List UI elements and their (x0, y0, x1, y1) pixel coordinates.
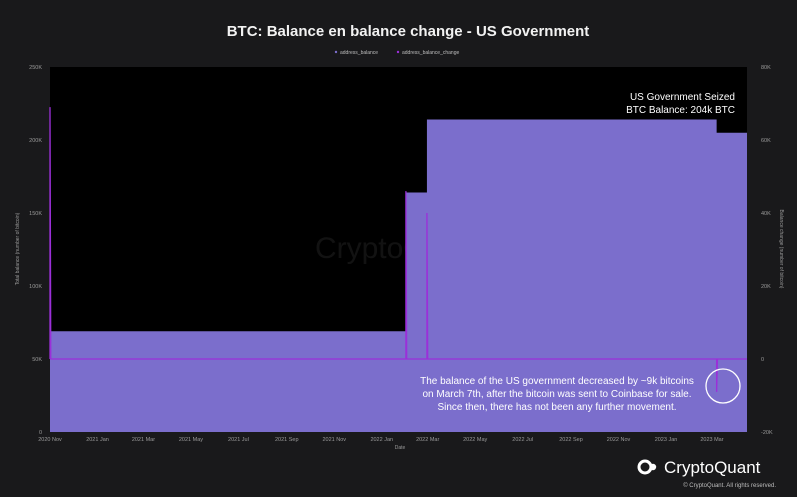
y-tick-right: 80K (761, 65, 771, 71)
x-tick: 2021 Mar (132, 437, 155, 443)
y-tick-left: 250K (29, 65, 42, 71)
y-tick-right: 0 (761, 357, 764, 363)
y-axis-left-label: Total balance (number of bitcoin) (15, 212, 21, 285)
x-tick: 2022 Sep (559, 437, 583, 443)
annotation-decrease-line-1: The balance of the US government decreas… (420, 376, 694, 387)
y-tick-right: 40K (761, 211, 771, 217)
y-tick-right: 20K (761, 284, 771, 290)
annotation-decrease: The balance of the US government decreas… (420, 376, 694, 413)
y-tick-right: 60K (761, 138, 771, 144)
x-tick: 2021 Sep (275, 437, 299, 443)
legend-swatch-change[interactable] (396, 50, 400, 54)
annotation-decrease-line-3: Since then, there has not been any furth… (437, 402, 676, 413)
annotation-seized-line-2: BTC Balance: 204k BTC (626, 105, 735, 116)
x-tick: 2020 Nov (38, 437, 62, 443)
annotation-seized: US Government Seized BTC Balance: 204k B… (626, 92, 735, 116)
legend-label-balance[interactable]: address_balance (340, 50, 378, 56)
x-tick: 2022 Nov (607, 437, 631, 443)
y-tick-right: -20K (761, 430, 773, 436)
series-layer (49, 107, 747, 432)
x-tick: 2022 May (463, 437, 487, 443)
x-tick: 2022 Jan (370, 437, 393, 443)
x-tick: 2022 Jul (512, 437, 533, 443)
series-address-balance-area[interactable] (50, 119, 747, 432)
y-tick-left: 50K (32, 357, 42, 363)
copyright: © CryptoQuant. All rights reserved. (683, 482, 776, 489)
x-tick: 2022 Mar (416, 437, 439, 443)
annotation-decrease-line-2: on March 7th, after the bitcoin was sent… (422, 389, 691, 400)
brand-logo-dot-icon (649, 463, 657, 471)
y-tick-left: 100K (29, 284, 42, 290)
series-address-balance-change-line[interactable] (49, 107, 747, 392)
chart-title: BTC: Balance en balance change - US Gove… (227, 23, 590, 40)
x-tick: 2021 May (179, 437, 203, 443)
x-axis-label: Date (395, 445, 406, 451)
legend-label-change[interactable]: address_balance_change (402, 50, 459, 56)
x-tick: 2021 Jan (86, 437, 109, 443)
x-tick: 2023 Mar (700, 437, 723, 443)
highlight-circle (705, 368, 741, 404)
brand-name: CryptoQuant (664, 458, 761, 477)
y-axis-right-label: Balance change (number of bitcoin) (778, 210, 784, 289)
ticks-layer: 0 50K 100K 150K 200K 250K -20K 0 20K 40K 60K 80K 202… (29, 65, 773, 443)
legend-swatch-balance[interactable] (334, 50, 338, 54)
y-tick-left: 150K (29, 211, 42, 217)
x-tick: 2021 Nov (322, 437, 346, 443)
legend: address_balance address_balance_change (334, 50, 459, 56)
annotation-seized-line-1: US Government Seized (630, 92, 735, 103)
x-tick: 2021 Jul (228, 437, 249, 443)
x-tick: 2023 Jan (655, 437, 678, 443)
y-tick-left: 0 (39, 430, 42, 436)
brand-logo: CryptoQuant (637, 458, 761, 477)
y-tick-left: 200K (29, 138, 42, 144)
